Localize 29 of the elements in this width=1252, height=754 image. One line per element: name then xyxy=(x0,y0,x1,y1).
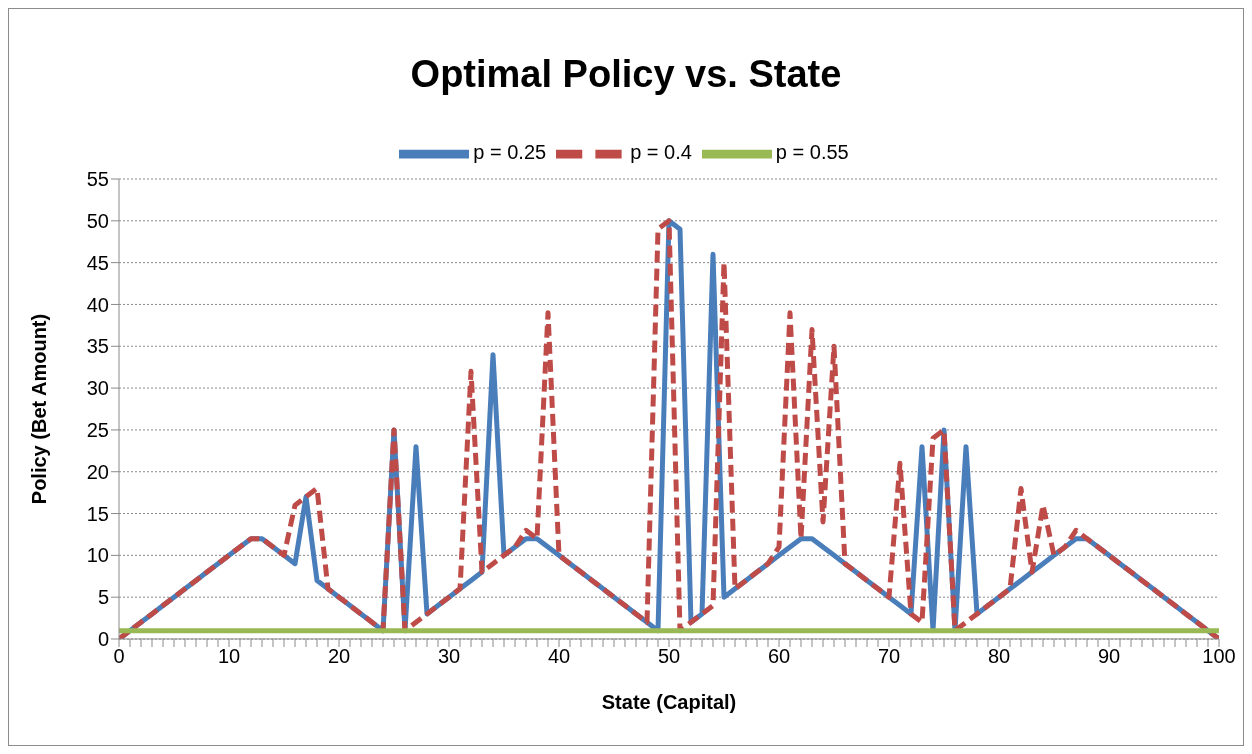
y-tick-label: 55 xyxy=(86,168,109,191)
x-tick-label: 70 xyxy=(877,645,901,668)
y-tick-label: 30 xyxy=(86,377,109,400)
y-tick-label: 50 xyxy=(86,209,109,232)
x-tick-label: 40 xyxy=(547,645,571,668)
legend-label: p = 0.55 xyxy=(775,141,849,164)
y-tick-label: 40 xyxy=(86,293,109,316)
x-tick-label: 50 xyxy=(657,645,681,668)
y-tick-label: 10 xyxy=(86,544,109,567)
legend-label: p = 0.4 xyxy=(630,141,692,164)
y-tick-label: 5 xyxy=(97,586,109,609)
x-tick-label: 60 xyxy=(767,645,791,668)
y-axis-title: Policy (Bet Amount) xyxy=(28,313,51,505)
y-tick-label: 20 xyxy=(86,460,109,483)
y-tick-label: 45 xyxy=(86,251,109,274)
x-tick-label: 90 xyxy=(1097,645,1121,668)
x-tick-label: 30 xyxy=(437,645,461,668)
y-tick-label: 35 xyxy=(86,335,109,358)
x-axis-title: State (Capital) xyxy=(601,691,737,713)
x-tick-label: 10 xyxy=(217,645,241,668)
chart-title: Optimal Policy vs. State xyxy=(409,52,843,97)
legend-label: p = 0.25 xyxy=(473,141,547,164)
x-tick-label: 20 xyxy=(327,645,351,668)
y-tick-label: 15 xyxy=(86,502,109,525)
y-tick-label: 25 xyxy=(86,419,109,442)
x-tick-label: 0 xyxy=(113,645,125,668)
y-tick-label: 0 xyxy=(97,628,109,651)
x-tick-label: 80 xyxy=(987,645,1011,668)
x-tick-label: 100 xyxy=(1202,645,1236,668)
